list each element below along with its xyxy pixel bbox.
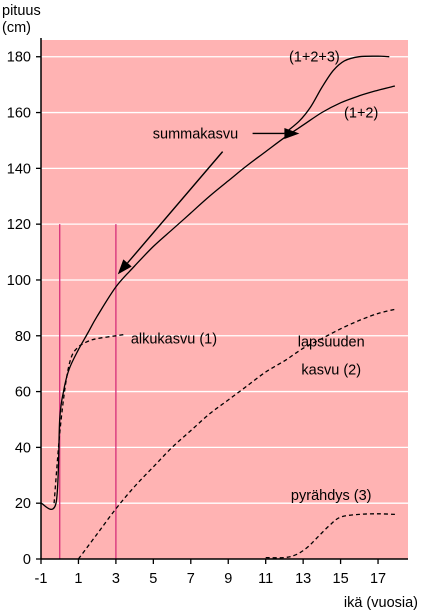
x-tick-label-7: 7 bbox=[187, 571, 195, 587]
y-tick-label-100: 100 bbox=[7, 273, 31, 289]
series-line-5 bbox=[265, 513, 395, 559]
y-axis-label-line1: pituus bbox=[2, 3, 41, 19]
y-tick-label-40: 40 bbox=[15, 440, 31, 456]
y-tick-label-60: 60 bbox=[15, 385, 31, 401]
x-tick-label-17: 17 bbox=[370, 571, 386, 587]
y-tick-labels: 0 20 40 60 80 100 120 140 160 180 bbox=[7, 50, 41, 568]
annotation-label-123: (1+2+3) bbox=[289, 50, 340, 66]
annotation-label-alku: alkukasvu (1) bbox=[131, 332, 217, 348]
y-tick-label-120: 120 bbox=[7, 217, 31, 233]
y-tick-label-80: 80 bbox=[15, 329, 31, 345]
annotation-label-lapsuus1: lapsuuden bbox=[298, 334, 365, 350]
x-tick-label--1: -1 bbox=[35, 571, 48, 587]
x-axis-label: ikä (vuosia) bbox=[344, 595, 418, 611]
series-lines bbox=[40, 55, 396, 560]
series-line-4 bbox=[77, 308, 396, 560]
series-line-3 bbox=[53, 333, 126, 504]
y-tick-label-140: 140 bbox=[7, 161, 31, 177]
y-tick-label-160: 160 bbox=[7, 106, 31, 122]
x-tick-label-15: 15 bbox=[333, 571, 349, 587]
annotation-label-12: (1+2) bbox=[344, 106, 378, 122]
x-tick-label-9: 9 bbox=[224, 571, 232, 587]
annotations: summakasvu (1+2+3) (1+2) alkukasvu (1) lapsu… bbox=[131, 50, 378, 504]
grid-lines bbox=[41, 56, 408, 504]
y-tick-label-20: 20 bbox=[15, 496, 31, 512]
axes bbox=[40, 38, 408, 560]
arrow-shaft-1 bbox=[126, 151, 224, 264]
annotation-summakasvu: summakasvu bbox=[153, 126, 238, 142]
y-tick-label-180: 180 bbox=[7, 50, 31, 66]
y-axis-label-line2: (cm) bbox=[2, 20, 31, 36]
vertical-markers bbox=[59, 224, 117, 559]
x-tick-labels: -1 1 3 5 7 9 11 13 15 17 bbox=[35, 559, 386, 587]
x-tick-label-11: 11 bbox=[258, 571, 273, 587]
arrow-head-2 bbox=[284, 127, 300, 139]
x-tick-label-5: 5 bbox=[149, 571, 157, 587]
annotation-label-pyrahdys: pyrähdys (3) bbox=[291, 488, 372, 504]
annotation-label-lapsuus2: kasvu (2) bbox=[301, 362, 361, 378]
annotation-arrows bbox=[117, 127, 300, 275]
series-line-1 bbox=[283, 55, 390, 134]
x-tick-label-1: 1 bbox=[74, 571, 82, 587]
arrow-head-1 bbox=[117, 259, 132, 275]
x-tick-label-13: 13 bbox=[295, 571, 311, 587]
plot-area bbox=[41, 40, 408, 559]
x-tick-label-3: 3 bbox=[112, 571, 120, 587]
y-tick-label-0: 0 bbox=[23, 552, 31, 568]
